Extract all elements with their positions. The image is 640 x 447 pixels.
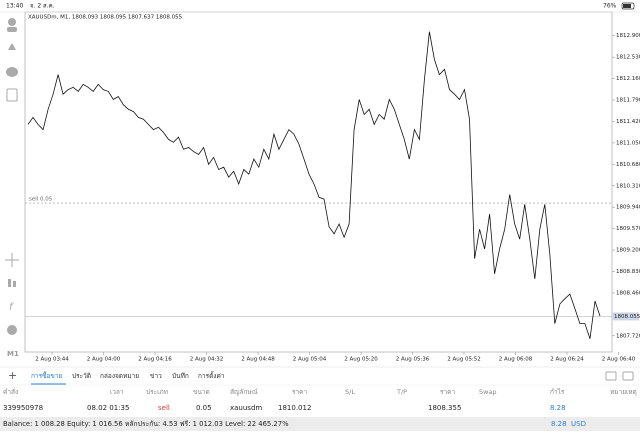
x-tick-label: 2 Aug 03:44 bbox=[35, 357, 69, 363]
y-tick-label: 1807.720 bbox=[616, 333, 640, 339]
x-tick-label: 2 Aug 05:20 bbox=[344, 357, 378, 363]
column-header: ขนาด bbox=[193, 388, 210, 396]
column-header: คำสั่ง bbox=[3, 387, 18, 396]
column-header: กำไร bbox=[550, 388, 565, 396]
x-tick-label: 2 Aug 05:52 bbox=[447, 357, 481, 363]
battery-level bbox=[623, 4, 631, 8]
x-tick-label: 2 Aug 04:32 bbox=[190, 357, 224, 363]
summary-total: 8.28 bbox=[551, 420, 567, 428]
column-header: เวลา bbox=[110, 388, 124, 396]
cell-symbol: xauusdm bbox=[230, 404, 262, 412]
right-icons bbox=[605, 371, 634, 381]
y-tick-label: 1811.790 bbox=[616, 98, 640, 104]
cell-order: 339950978 bbox=[3, 404, 43, 412]
status-time: 13:40 bbox=[6, 3, 23, 10]
window-icon-2[interactable] bbox=[622, 371, 634, 381]
objects-icon[interactable] bbox=[7, 325, 17, 335]
x-tick-label: 2 Aug 04:16 bbox=[138, 357, 172, 363]
summary-currency: USD bbox=[571, 420, 586, 428]
cell-open-price: 1810.012 bbox=[278, 404, 311, 412]
y-tick-label: 1810.310 bbox=[616, 183, 640, 189]
y-tick-label: 1809.200 bbox=[616, 248, 640, 254]
price-tag-label: 1808.055 bbox=[614, 314, 640, 320]
candles-icon-b bbox=[13, 281, 16, 287]
status-battery: 76% bbox=[603, 3, 617, 10]
y-tick-label: 1808.830 bbox=[616, 269, 640, 275]
account-icon[interactable] bbox=[8, 18, 16, 26]
cell-price: 1808.355 bbox=[428, 404, 461, 412]
price-tag bbox=[612, 312, 639, 321]
column-header: ราคา bbox=[440, 388, 455, 396]
y-tick-label: 1808.460 bbox=[616, 290, 640, 296]
x-tick-label: 2 Aug 04:00 bbox=[87, 357, 121, 363]
y-tick-label: 1812.160 bbox=[616, 76, 640, 82]
column-header: สัญลักษณ์ bbox=[230, 388, 258, 396]
column-header: Swap bbox=[479, 388, 497, 396]
column-header: S/L bbox=[345, 388, 355, 396]
indicator-icon[interactable]: f bbox=[9, 302, 14, 313]
y-tick-label: 1809.940 bbox=[616, 205, 640, 211]
y-tick-label: 1811.420 bbox=[616, 119, 640, 125]
x-tick-label: 2 Aug 05:04 bbox=[293, 357, 327, 363]
x-tick-label: 2 Aug 06:24 bbox=[550, 357, 584, 363]
timeframe-button[interactable]: M1 bbox=[7, 350, 19, 358]
column-header: ราคา bbox=[292, 388, 307, 396]
y-tick-label: 1811.050 bbox=[616, 140, 640, 146]
column-header: T/P bbox=[396, 388, 407, 396]
status-date: จ. 2 ส.ค. bbox=[30, 3, 55, 10]
x-tick-label: 2 Aug 06:08 bbox=[499, 357, 533, 363]
tab[interactable]: การซื้อขาย bbox=[31, 371, 62, 380]
left-toolbar: f bbox=[5, 18, 19, 335]
x-tick-label: 2 Aug 06:40 bbox=[602, 357, 636, 363]
tab[interactable]: ข่าว bbox=[150, 372, 162, 380]
y-tick-label: 1810.680 bbox=[616, 162, 640, 168]
cell-profit: 8.28 bbox=[550, 404, 566, 412]
tab[interactable]: ประวัติ bbox=[72, 372, 91, 380]
y-tick-label: 1812.900 bbox=[616, 33, 640, 39]
summary-text: Balance: 1 008.28 Equity: 1 016.56 หลักป… bbox=[3, 420, 289, 428]
column-header: หมายเหตุ bbox=[610, 388, 637, 396]
new-order-icon[interactable] bbox=[6, 88, 18, 102]
trade-icon[interactable] bbox=[8, 43, 16, 50]
column-header: ประเภท bbox=[146, 388, 168, 396]
order-line-label: sell 0.05 bbox=[29, 197, 53, 203]
y-tick-label: 1812.530 bbox=[616, 55, 640, 61]
add-button[interactable]: + bbox=[8, 369, 17, 382]
battery-icon bbox=[621, 2, 635, 10]
tab[interactable]: กล่องจดหมาย bbox=[100, 372, 139, 380]
tab[interactable]: การตั้งค่า bbox=[198, 371, 225, 380]
y-tick-label: 1809.570 bbox=[616, 226, 640, 232]
x-tick-label: 2 Aug 04:48 bbox=[241, 357, 275, 363]
x-tick-label: 2 Aug 05:36 bbox=[396, 357, 430, 363]
chart-frame bbox=[24, 11, 613, 353]
account-icon-body bbox=[7, 27, 17, 32]
window-icon[interactable] bbox=[605, 371, 617, 381]
summary-bar bbox=[0, 417, 640, 431]
cell-time: 08.02 01:35 bbox=[87, 404, 129, 412]
price-line-series bbox=[27, 31, 601, 339]
cell-size: 0.05 bbox=[196, 404, 212, 412]
candles-icon[interactable] bbox=[8, 279, 11, 287]
cell-type: sell bbox=[158, 404, 170, 412]
chat-icon[interactable] bbox=[6, 67, 18, 77]
chart-header: XAUUSDm, M1, 1808.093 1808.095 1807.637 … bbox=[28, 15, 183, 21]
tab[interactable]: บันทึก bbox=[172, 372, 189, 380]
